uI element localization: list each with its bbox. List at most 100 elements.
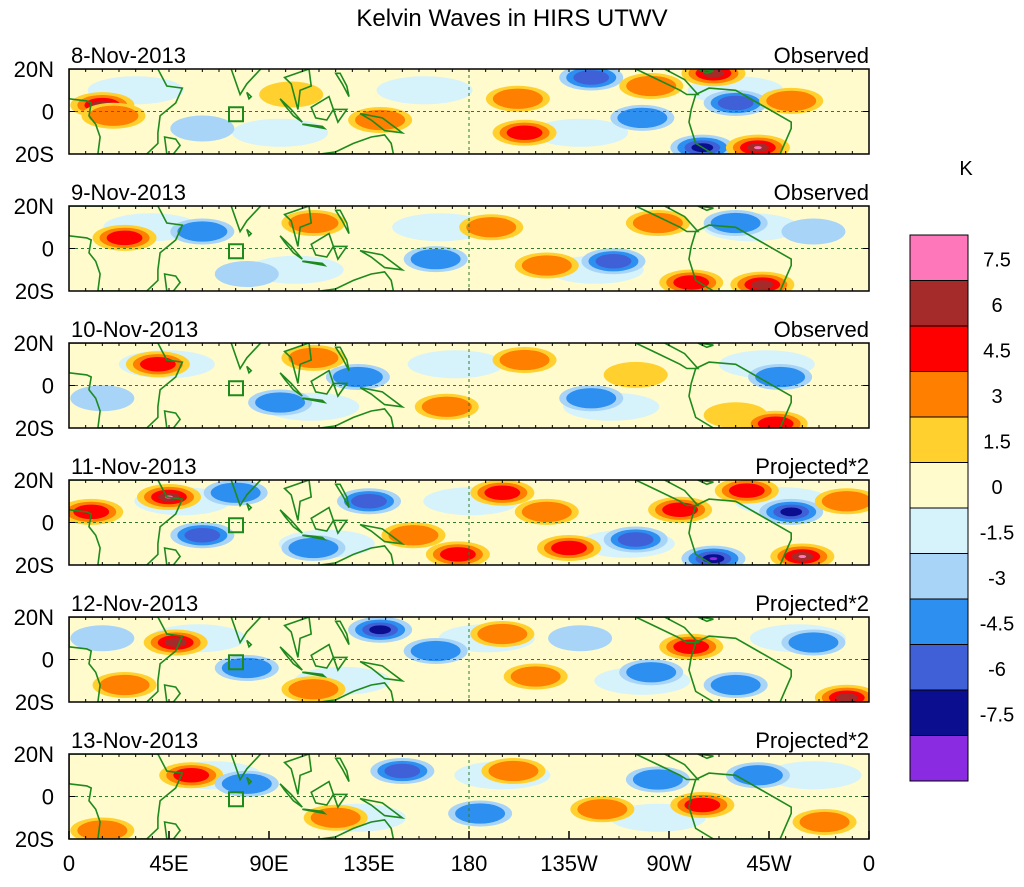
colorbar-swatch <box>909 553 969 600</box>
panel-kind-label: Projected*2 <box>755 454 869 479</box>
y-tick-label: 20S <box>15 279 54 304</box>
y-tick-label: 20N <box>14 605 54 630</box>
panel-kind-label: Observed <box>774 317 869 342</box>
region-box <box>228 243 244 260</box>
anomaly-contour <box>484 485 521 501</box>
y-tick-label: 20S <box>15 827 54 852</box>
anomaly-contour <box>288 212 339 234</box>
anomaly-contour <box>673 639 710 655</box>
anomaly-contour <box>70 385 135 412</box>
anomaly-contour <box>551 540 587 556</box>
coastline <box>688 361 793 428</box>
anomaly-contour <box>288 679 339 700</box>
x-tick-label: 180 <box>451 851 488 876</box>
anomaly-contour <box>492 88 543 109</box>
panel-3: 20N 0 20S 11-Nov-2013 Projected*2 <box>14 454 870 578</box>
y-tick-label: 20N <box>14 331 54 356</box>
anomaly-contour <box>626 662 677 683</box>
colorbar-tick-label: 1.5 <box>983 432 1011 454</box>
anomaly-contour <box>626 75 677 97</box>
colorbar-swatch <box>909 689 969 736</box>
anomaly-background-patch <box>376 76 473 105</box>
anomaly-contour <box>506 125 543 141</box>
anomaly-contour <box>99 674 150 696</box>
panel-date-label: 8-Nov-2013 <box>71 43 186 68</box>
anomaly-contour <box>73 504 110 520</box>
panel-1: 20N 0 20S 9-Nov-2013 Observed <box>14 180 870 304</box>
anomaly-contour <box>488 760 539 782</box>
y-tick-label: 0 <box>42 511 54 536</box>
coastline <box>283 343 313 384</box>
colorbar-tick-label: -7.5 <box>980 705 1014 727</box>
panel-kind-label: Observed <box>774 43 869 68</box>
coastline <box>334 209 350 234</box>
coastline <box>279 509 303 534</box>
anomaly-contour <box>717 95 754 111</box>
anomaly-contour <box>214 261 279 287</box>
coastline <box>283 480 313 521</box>
colorbar-swatch <box>909 416 969 463</box>
anomaly-contour <box>106 230 143 246</box>
anomaly-contour <box>139 356 176 372</box>
coastline <box>332 245 349 261</box>
x-tick-label: 45E <box>149 851 188 876</box>
coastline <box>635 343 700 370</box>
coastline <box>310 369 335 395</box>
panel-0: 20N 0 20S 8-Nov-2013 Observed <box>14 43 870 167</box>
panel-kind-label: Projected*2 <box>755 728 869 753</box>
coastline <box>319 134 395 154</box>
anomaly-contour <box>757 416 794 428</box>
anomaly-contour <box>369 625 391 635</box>
anomaly-contour <box>332 366 383 388</box>
anomaly-contour <box>709 557 718 561</box>
anomaly-contour <box>755 366 806 388</box>
colorbar-swatch <box>909 371 969 418</box>
coastline <box>302 397 328 404</box>
coastline <box>688 498 793 565</box>
coastline <box>310 643 335 669</box>
anomaly-contour <box>221 773 272 794</box>
panel-date-label: 9-Nov-2013 <box>71 180 186 205</box>
y-tick-label: 20N <box>14 742 54 767</box>
colorbar-swatch <box>909 598 969 645</box>
panel-4: 20N 0 20S 12-Nov-2013 Projected*2 <box>14 591 870 715</box>
anomaly-contour <box>388 525 439 546</box>
anomaly-contour <box>384 763 421 779</box>
coastline <box>334 757 350 782</box>
coastline <box>635 480 700 507</box>
y-tick-label: 20S <box>15 416 54 441</box>
anomaly-contour <box>70 625 135 652</box>
coastline <box>334 72 350 97</box>
x-tick-label: 90E <box>249 851 288 876</box>
x-tick-label: 90W <box>646 851 691 876</box>
panel-field <box>69 206 869 291</box>
anomaly-contour <box>673 275 710 290</box>
coastline <box>229 343 262 371</box>
anomaly-contour <box>566 388 617 409</box>
x-tick-label: 135W <box>540 851 598 876</box>
panel-field <box>69 343 869 428</box>
coastline <box>302 671 328 678</box>
anomaly-contour <box>684 797 721 813</box>
anomaly-contour <box>184 527 221 543</box>
anomaly-contour <box>421 396 472 417</box>
anomaly-contour <box>177 221 228 242</box>
panel-kind-label: Projected*2 <box>755 591 869 616</box>
anomaly-contour <box>710 674 761 696</box>
y-tick-label: 20S <box>15 690 54 715</box>
panel-date-label: 10-Nov-2013 <box>71 317 198 342</box>
region-box <box>228 517 244 534</box>
anomaly-contour <box>835 693 858 702</box>
anomaly-contour <box>732 765 783 786</box>
coastlines <box>69 343 793 428</box>
anomaly-contour <box>466 217 517 238</box>
colorbar-tick-label: -6 <box>988 659 1006 681</box>
anomaly-contour <box>781 218 846 245</box>
anomaly-contour <box>288 347 339 369</box>
colorbar-swatch <box>909 644 969 691</box>
anomaly-contour <box>439 547 476 562</box>
anomaly-contour <box>221 657 272 679</box>
coastline <box>359 386 406 408</box>
coastline <box>246 228 253 238</box>
